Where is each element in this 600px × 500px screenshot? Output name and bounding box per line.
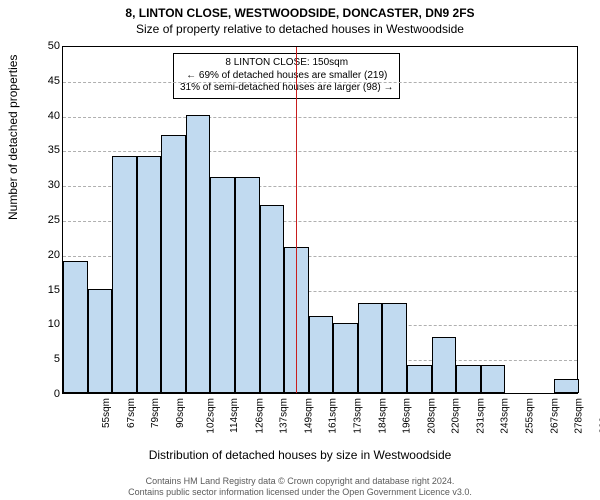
xtick-label: 67sqm [126, 398, 137, 428]
histogram-bar [554, 379, 579, 393]
xtick-label: 255sqm [525, 398, 536, 434]
annotation-box: 8 LINTON CLOSE: 150sqm ← 69% of detached… [173, 53, 400, 99]
footer-line1: Contains HM Land Registry data © Crown c… [0, 476, 600, 487]
histogram-bar [309, 316, 334, 393]
chart-container: 8, LINTON CLOSE, WESTWOODSIDE, DONCASTER… [0, 0, 600, 500]
histogram-bar [358, 303, 383, 393]
xtick-label: 173sqm [353, 398, 364, 434]
xtick-label: 114sqm [229, 398, 240, 433]
xtick-label: 102sqm [205, 398, 216, 434]
xtick-label: 137sqm [279, 398, 290, 434]
histogram-bar [112, 156, 137, 393]
ytick-label: 10 [30, 318, 60, 330]
histogram-bar [382, 303, 407, 393]
title-block: 8, LINTON CLOSE, WESTWOODSIDE, DONCASTER… [0, 0, 600, 36]
ytick-label: 35 [30, 144, 60, 156]
xtick-label: 161sqm [328, 398, 339, 434]
ytick-label: 25 [30, 214, 60, 226]
histogram-bar [210, 177, 235, 393]
histogram-bar [161, 135, 186, 393]
xtick-label: 220sqm [451, 398, 462, 434]
xtick-label: 149sqm [303, 398, 314, 434]
ytick-label: 0 [30, 388, 60, 400]
chart-title: 8, LINTON CLOSE, WESTWOODSIDE, DONCASTER… [0, 6, 600, 20]
xtick-label: 208sqm [426, 398, 437, 434]
histogram-bar [432, 337, 457, 393]
xtick-label: 231sqm [475, 398, 486, 434]
marker-line [296, 47, 297, 393]
xtick-label: 79sqm [150, 398, 161, 428]
histogram-bar [137, 156, 162, 393]
chart-subtitle: Size of property relative to detached ho… [0, 22, 600, 36]
gridline [63, 117, 577, 118]
x-axis-label: Distribution of detached houses by size … [0, 448, 600, 462]
histogram-bar [186, 115, 211, 393]
gridline [63, 151, 577, 152]
xtick-label: 90sqm [175, 398, 186, 428]
xtick-label: 126sqm [254, 398, 265, 434]
annotation-line2: ← 69% of detached houses are smaller (21… [180, 70, 393, 83]
gridline [63, 82, 577, 83]
ytick-label: 20 [30, 249, 60, 261]
xtick-label: 278sqm [574, 398, 585, 434]
histogram-bar [333, 323, 358, 393]
histogram-bar [407, 365, 432, 393]
ytick-label: 45 [30, 75, 60, 87]
xtick-label: 55sqm [101, 398, 112, 428]
y-axis-label: Number of detached properties [6, 55, 20, 220]
xtick-label: 196sqm [402, 398, 413, 434]
ytick-label: 40 [30, 110, 60, 122]
histogram-bar [88, 289, 113, 393]
xtick-label: 267sqm [549, 398, 560, 434]
annotation-line1: 8 LINTON CLOSE: 150sqm [180, 57, 393, 70]
ytick-label: 30 [30, 179, 60, 191]
histogram-bar [456, 365, 481, 393]
ytick-label: 15 [30, 284, 60, 296]
ytick-label: 50 [30, 40, 60, 52]
histogram-bar [235, 177, 260, 393]
plot-area: 8 LINTON CLOSE: 150sqm ← 69% of detached… [62, 46, 578, 394]
xtick-label: 184sqm [377, 398, 388, 434]
annotation-line3: 31% of semi-detached houses are larger (… [180, 82, 393, 95]
histogram-bar [260, 205, 285, 393]
footer: Contains HM Land Registry data © Crown c… [0, 476, 600, 498]
footer-line2: Contains public sector information licen… [0, 487, 600, 498]
histogram-bar [63, 261, 88, 393]
ytick-label: 5 [30, 353, 60, 365]
histogram-bar [481, 365, 506, 393]
xtick-label: 243sqm [500, 398, 511, 434]
